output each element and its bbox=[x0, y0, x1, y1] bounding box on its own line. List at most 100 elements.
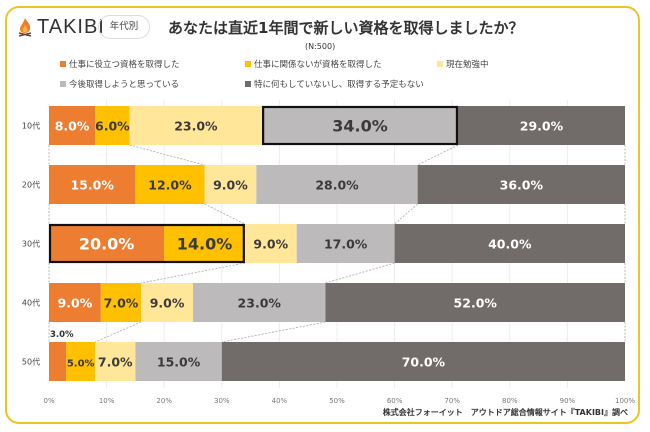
category-label: 50代 bbox=[22, 357, 40, 367]
bar-segment bbox=[221, 342, 626, 381]
data-label: 7.0% bbox=[104, 296, 139, 311]
x-tick-label: 20% bbox=[156, 397, 172, 405]
card-frame bbox=[5, 6, 640, 424]
bar-segment bbox=[49, 106, 96, 145]
data-label: 23.0% bbox=[238, 296, 282, 311]
bar-segment bbox=[129, 106, 263, 145]
bar-segment bbox=[141, 283, 193, 322]
legend-swatch bbox=[60, 61, 66, 67]
bar-segment bbox=[135, 342, 222, 381]
bar-segment bbox=[135, 165, 205, 204]
legend-item-plan: 今後取得しようと思っている bbox=[60, 78, 179, 90]
data-label: 6.0% bbox=[95, 119, 130, 134]
chart-title: あなたは直近1年間で新しい資格を取得しましたか？ bbox=[168, 19, 524, 37]
data-label: 23.0% bbox=[174, 119, 218, 134]
data-label: 15.0% bbox=[71, 178, 115, 193]
data-label: 36.0% bbox=[500, 178, 544, 193]
x-tick-label: 90% bbox=[560, 397, 576, 405]
connector-line bbox=[94, 321, 142, 343]
bar-segment bbox=[417, 165, 625, 204]
legend-label: 仕事に関係ないが資格を取得した bbox=[254, 60, 382, 70]
x-tick-label: 100% bbox=[615, 397, 635, 405]
bar-segment bbox=[457, 106, 625, 145]
legend-label: 今後取得しようと思っている bbox=[69, 80, 180, 90]
connector-line bbox=[325, 262, 395, 284]
x-tick-label: 80% bbox=[502, 397, 518, 405]
bar-segment bbox=[66, 342, 96, 381]
bar-segment bbox=[49, 224, 165, 263]
data-label: 28.0% bbox=[315, 178, 359, 193]
category-label: 30代 bbox=[22, 239, 40, 249]
legend-label: 現在勉強中 bbox=[446, 60, 489, 70]
connector-line bbox=[221, 321, 326, 343]
x-tick-label: 60% bbox=[387, 397, 403, 405]
bar-segment bbox=[95, 342, 136, 381]
data-label: 9.0% bbox=[150, 296, 185, 311]
category-label: 20代 bbox=[22, 180, 40, 190]
legend-item-nothing: 特に何もしていないし、取得する予定もない bbox=[245, 78, 424, 90]
legend-swatch bbox=[60, 81, 66, 87]
connector-line bbox=[417, 144, 459, 166]
data-label: 9.0% bbox=[58, 296, 93, 311]
data-label: 29.0% bbox=[520, 119, 564, 134]
x-tick-label: 10% bbox=[99, 397, 115, 405]
data-label: 12.0% bbox=[148, 178, 192, 193]
data-label: 5.0% bbox=[67, 359, 95, 370]
legend-swatch bbox=[245, 81, 251, 87]
campfire-icon bbox=[18, 18, 32, 37]
sample-size: (N:500) bbox=[305, 42, 336, 51]
connector-line bbox=[394, 203, 418, 225]
bar-segment bbox=[262, 106, 458, 145]
bar-segment bbox=[95, 106, 130, 145]
takibi-logo: TAKIBI bbox=[17, 17, 105, 37]
age-group-badge: 年代別 bbox=[98, 15, 150, 39]
legend-swatch bbox=[437, 61, 443, 67]
bar-segment bbox=[325, 283, 625, 322]
category-label: 10代 bbox=[22, 121, 40, 131]
legend-item-unrelated: 仕事に関係ないが資格を取得した bbox=[245, 58, 382, 70]
bar-segment bbox=[49, 283, 101, 322]
bar-segment bbox=[296, 224, 395, 263]
brand-name: TAKIBI bbox=[37, 16, 105, 38]
legend-label: 特に何もしていないし、取得する予定もない bbox=[254, 80, 424, 90]
x-tick-label: 30% bbox=[214, 397, 230, 405]
legend-label: 仕事に役立つ資格を取得した bbox=[69, 60, 180, 70]
bar-segment bbox=[244, 224, 297, 263]
data-label: 9.0% bbox=[213, 178, 248, 193]
bar-segment bbox=[256, 165, 418, 204]
x-tick-label: 40% bbox=[272, 397, 288, 405]
data-label: 8.0% bbox=[55, 119, 90, 134]
connector-line bbox=[129, 144, 205, 166]
data-label: 70.0% bbox=[402, 355, 446, 370]
legend-swatch bbox=[245, 61, 251, 67]
x-tick-label: 70% bbox=[444, 397, 460, 405]
bar-segment bbox=[49, 342, 67, 381]
bar-segment bbox=[164, 224, 245, 263]
connector-line bbox=[141, 262, 245, 284]
x-tick-label: 0% bbox=[43, 397, 54, 405]
data-label: 17.0% bbox=[324, 237, 368, 252]
data-label: 52.0% bbox=[454, 296, 498, 311]
data-label: 14.0% bbox=[177, 235, 233, 254]
x-tick-label: 50% bbox=[329, 397, 345, 405]
data-label: 3.0% bbox=[50, 330, 74, 340]
highlight-box bbox=[262, 105, 459, 146]
legend-item-studying: 現在勉強中 bbox=[437, 58, 489, 70]
data-label: 15.0% bbox=[157, 355, 201, 370]
bar-segment bbox=[49, 165, 136, 204]
bar-segment bbox=[394, 224, 625, 263]
bar-segment bbox=[204, 165, 257, 204]
connector-line bbox=[204, 203, 246, 225]
data-label: 9.0% bbox=[253, 237, 288, 252]
legend-item-useful: 仕事に役立つ資格を取得した bbox=[60, 58, 180, 70]
bar-segment bbox=[100, 283, 142, 322]
category-label: 40代 bbox=[22, 298, 40, 308]
highlight-box bbox=[48, 223, 245, 264]
data-label: 20.0% bbox=[79, 235, 135, 254]
bar-segment bbox=[193, 283, 326, 322]
data-label: 34.0% bbox=[332, 117, 388, 136]
data-label: 40.0% bbox=[488, 237, 532, 252]
data-label: 7.0% bbox=[98, 355, 133, 370]
source-credit: 株式会社フォーイット アウトドア総合情報サイト『TAKIBI』調べ bbox=[382, 408, 628, 417]
